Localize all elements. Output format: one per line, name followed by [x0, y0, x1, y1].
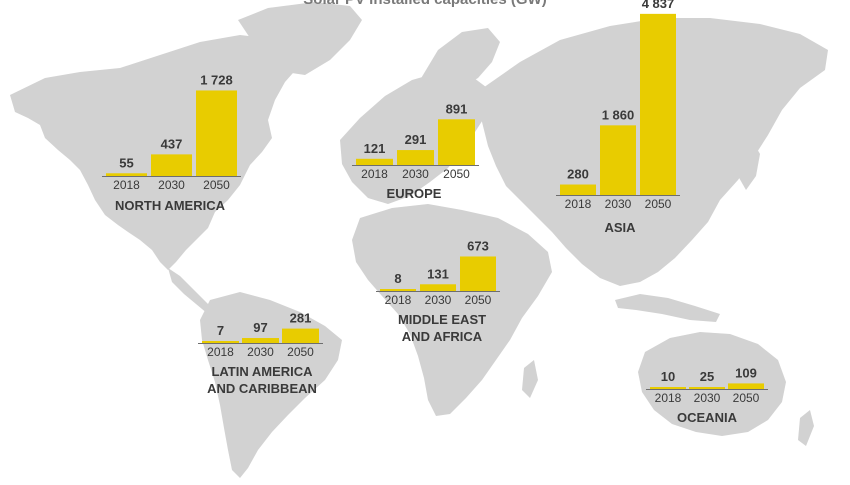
bar-europe-2030 [397, 150, 434, 165]
region-label: OCEANIA [677, 410, 738, 425]
year-label: 2030 [425, 293, 452, 307]
value-label: 1 728 [200, 72, 233, 87]
year-label: 2050 [645, 197, 672, 211]
year-label: 2030 [694, 391, 721, 405]
value-label: 25 [700, 369, 714, 384]
europe-landmass [340, 72, 490, 204]
year-label: 2018 [361, 167, 388, 181]
year-label: 2018 [385, 293, 412, 307]
region-middle-east-and-africa: 8 2018 131 2030 673 2050 MIDDLE EAST AND AFRICA [376, 238, 500, 344]
value-label: 1 860 [602, 107, 635, 122]
year-label: 2030 [402, 167, 429, 181]
region-oceania: 10 2018 25 2030 109 2050 OCEANIA [646, 365, 768, 425]
region-latin-america-and-caribbean: 7 2018 97 2030 281 2050 LATIN AMERICA AND CARIB… [198, 311, 323, 396]
year-label: 2030 [247, 345, 274, 359]
region-label: MIDDLE EAST [398, 312, 486, 327]
bar-middle-east-and-africa-2050 [460, 256, 496, 291]
value-label: 10 [661, 369, 675, 384]
africa-landmass [352, 204, 552, 416]
north-america-landmass [10, 35, 300, 270]
bar-asia-2030 [600, 125, 636, 195]
value-label: 121 [364, 141, 386, 156]
value-label: 280 [567, 167, 589, 182]
bar-oceania-2030 [689, 387, 725, 389]
bar-asia-2050 [640, 13, 676, 195]
indonesia-landmass [615, 294, 720, 322]
japan-landmass [738, 140, 760, 190]
value-label: 281 [290, 311, 312, 326]
value-label: 891 [446, 101, 468, 116]
value-label: 8 [394, 271, 401, 286]
region-label: AND AFRICA [402, 329, 483, 344]
value-label: 291 [405, 132, 427, 147]
chart-title: Solar PV installed capacities (GW) [0, 0, 850, 8]
value-label: 7 [217, 323, 224, 338]
year-label: 2050 [203, 178, 230, 192]
year-label: 2018 [207, 345, 234, 359]
bar-europe-2050 [438, 119, 475, 165]
madagascar-landmass [522, 360, 538, 398]
region-label: ASIA [604, 220, 636, 235]
bar-latin-america-and-caribbean-2030 [242, 338, 279, 343]
bar-latin-america-and-caribbean-2018 [202, 341, 239, 343]
value-label: 97 [253, 320, 267, 335]
australia-landmass [638, 332, 786, 436]
bar-north-america-2018 [106, 173, 147, 176]
scandinavia-landmass [420, 28, 500, 92]
bar-north-america-2050 [196, 90, 237, 176]
region-label: EUROPE [387, 186, 442, 201]
value-label: 131 [427, 266, 449, 281]
year-label: 2050 [733, 391, 760, 405]
region-label: AND CARIBBEAN [207, 381, 317, 396]
year-label: 2018 [655, 391, 682, 405]
bar-middle-east-and-africa-2030 [420, 284, 456, 291]
bar-oceania-2018 [650, 387, 686, 389]
bar-middle-east-and-africa-2018 [380, 289, 416, 291]
bar-latin-america-and-caribbean-2050 [282, 328, 319, 343]
region-north-america: 55 2018 437 2030 1 728 2050 NORTH AMERICA [102, 72, 241, 213]
greenland-landmass [238, 2, 362, 75]
bar-asia-2018 [560, 184, 596, 195]
year-label: 2030 [158, 178, 185, 192]
region-asia: 280 2018 1 860 2030 4 837 2050 ASIA [556, 0, 680, 235]
year-label: 2018 [113, 178, 140, 192]
bar-oceania-2050 [728, 383, 764, 389]
bar-north-america-2030 [151, 154, 192, 176]
regional-bar-charts: 55 2018 437 2030 1 728 2050 NORTH AMERICA 121 20… [102, 0, 768, 425]
region-label: NORTH AMERICA [115, 198, 226, 213]
region-label: LATIN AMERICA [211, 364, 313, 379]
value-label: 109 [735, 365, 757, 380]
year-label: 2050 [287, 345, 314, 359]
year-label: 2018 [565, 197, 592, 211]
year-label: 2030 [605, 197, 632, 211]
year-label: 2050 [443, 167, 470, 181]
value-label: 673 [467, 238, 489, 253]
world-map [10, 2, 828, 478]
value-label: 4 837 [642, 0, 675, 11]
year-label: 2050 [465, 293, 492, 307]
new-zealand-landmass [798, 410, 814, 446]
value-label: 437 [161, 136, 183, 151]
bar-europe-2018 [356, 158, 393, 165]
value-label: 55 [119, 155, 133, 170]
central-america-landmass [168, 268, 214, 314]
